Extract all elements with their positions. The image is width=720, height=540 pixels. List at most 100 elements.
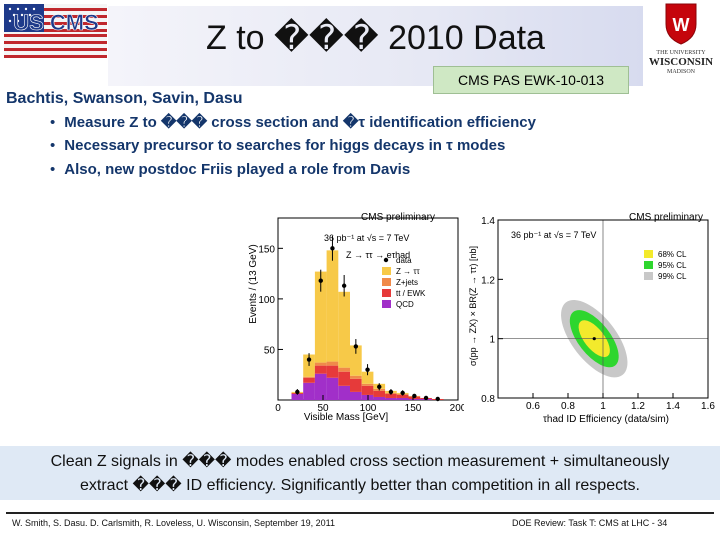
data-point bbox=[330, 246, 335, 251]
data-point bbox=[318, 278, 323, 283]
data-point bbox=[353, 344, 359, 349]
x-tick-label: 1 bbox=[600, 401, 606, 412]
chart2-title: CMS preliminary bbox=[629, 212, 703, 223]
histogram-bar bbox=[361, 385, 374, 395]
bullet-item: Also, new postdoc Friis played a role fr… bbox=[50, 161, 536, 185]
histogram-bar bbox=[385, 393, 397, 398]
legend-label: tt / EWK bbox=[396, 289, 426, 298]
histogram-bar bbox=[350, 378, 362, 392]
y-axis-label: Events / (13 GeV) bbox=[248, 244, 259, 323]
histogram-bar bbox=[326, 361, 339, 366]
histogram-bar bbox=[314, 362, 327, 366]
footer-credit: W. Smith, S. Dasu. D. Carlsmith, R. Love… bbox=[12, 518, 335, 528]
slide-title: Z to ��� 2010 Data bbox=[206, 19, 545, 57]
y-tick-label: 0.8 bbox=[481, 394, 495, 405]
summary-line: extract ��� ID efficiency. Significantly… bbox=[80, 477, 640, 494]
data-point bbox=[388, 389, 394, 395]
x-tick-label: 0.8 bbox=[561, 401, 575, 412]
svg-text:WISCONSIN: WISCONSIN bbox=[649, 56, 713, 68]
legend-label: 99% CL bbox=[658, 272, 687, 281]
histogram-bar bbox=[361, 383, 374, 386]
visible-mass-histogram: CMS preliminary 36 pb⁻¹ at √s = 7 TeV Z … bbox=[236, 204, 464, 428]
legend-swatch bbox=[382, 300, 391, 308]
legend-swatch bbox=[644, 261, 653, 269]
histogram-bar bbox=[314, 271, 327, 363]
histogram-bar bbox=[291, 393, 304, 400]
chart1-legend: data Z → ττ Z+jets tt / EWK QCD bbox=[382, 256, 426, 309]
data-point bbox=[377, 384, 382, 390]
us-cms-logo: US CMS bbox=[4, 4, 107, 58]
histogram-bar bbox=[350, 391, 362, 400]
x-tick-label: 1.4 bbox=[666, 401, 680, 412]
histogram-bar bbox=[361, 371, 374, 384]
histogram-bar bbox=[373, 396, 386, 400]
data-point bbox=[341, 283, 347, 288]
legend-swatch bbox=[382, 267, 391, 275]
data-point bbox=[295, 389, 300, 395]
data-point bbox=[435, 396, 440, 402]
bullet-list: Measure Z to ��� cross section and �τ id… bbox=[50, 113, 536, 185]
histogram-bar bbox=[303, 377, 315, 383]
y-tick-label: 50 bbox=[264, 345, 276, 356]
x-tick-label: 1.6 bbox=[701, 401, 715, 412]
histogram-bar bbox=[326, 377, 339, 400]
summary-box: Clean Z signals in ��� modes enabled cro… bbox=[0, 446, 720, 500]
svg-text:THE UNIVERSITY: THE UNIVERSITY bbox=[656, 50, 706, 56]
legend-marker bbox=[383, 257, 389, 263]
data-point bbox=[365, 367, 370, 372]
y-tick-label: 100 bbox=[258, 295, 275, 306]
histogram-bar bbox=[338, 385, 350, 400]
x-tick-label: 0.6 bbox=[526, 401, 540, 412]
histogram-bar bbox=[385, 397, 397, 400]
histogram-bar bbox=[396, 397, 409, 400]
svg-text:W: W bbox=[673, 15, 690, 35]
footer-page-info: DOE Review: Task T: CMS at LHC - 34 bbox=[512, 518, 668, 528]
chart2-lumi: 36 pb⁻¹ at √s = 7 TeV bbox=[511, 230, 596, 240]
legend-label: Z+jets bbox=[396, 278, 418, 287]
legend-label: 95% CL bbox=[658, 261, 687, 270]
chart1-channel: Z → ττ → eτhad bbox=[346, 250, 410, 260]
histogram-bar bbox=[338, 371, 350, 386]
summary-line: Clean Z signals in ��� modes enabled cro… bbox=[50, 453, 670, 470]
histogram-bar bbox=[303, 382, 315, 400]
histogram-bar bbox=[408, 398, 421, 400]
x-tick-label: 200 bbox=[450, 403, 464, 414]
histogram-bar bbox=[350, 375, 362, 379]
legend-swatch bbox=[644, 272, 653, 280]
y-axis-label: σ(pp → ZX) × BR(Z → ττ) [nb] bbox=[468, 246, 478, 366]
x-tick-label: 100 bbox=[360, 403, 377, 414]
y-tick-label: 1.4 bbox=[481, 216, 495, 227]
authors: Bachtis, Swanson, Savin, Dasu bbox=[6, 90, 243, 107]
data-point bbox=[400, 390, 405, 396]
histogram-bar bbox=[396, 394, 409, 398]
x-tick-label: 0 bbox=[275, 403, 281, 414]
bullet-item: Measure Z to ��� cross section and �τ id… bbox=[50, 113, 536, 137]
x-tick-label: 150 bbox=[405, 403, 422, 414]
uw-logo: W THE UNIVERSITY WISCONSIN MADISON bbox=[644, 2, 718, 76]
data-point bbox=[423, 395, 429, 401]
bullet-item: Necessary precursor to searches for higg… bbox=[50, 137, 536, 161]
chart2-legend: 68% CL 95% CL 99% CL bbox=[644, 250, 687, 281]
histogram-bar bbox=[338, 367, 350, 372]
best-fit-point bbox=[592, 337, 596, 341]
chart1-lumi: 36 pb⁻¹ at √s = 7 TeV bbox=[324, 233, 409, 243]
legend-swatch bbox=[644, 250, 653, 258]
legend-label: QCD bbox=[396, 300, 414, 309]
x-axis-label: τhad ID Efficiency (data/sim) bbox=[543, 414, 669, 425]
pas-number-badge: CMS PAS EWK-10-013 bbox=[433, 66, 629, 94]
data-point bbox=[306, 357, 312, 362]
histogram-bar bbox=[373, 390, 386, 397]
crest-shield-icon bbox=[665, 3, 697, 45]
legend-label: data bbox=[396, 256, 412, 265]
footer-divider bbox=[6, 512, 714, 514]
legend-label: 68% CL bbox=[658, 250, 687, 259]
legend-swatch bbox=[382, 278, 391, 286]
svg-text:MADISON: MADISON bbox=[667, 69, 696, 75]
x-tick-label: 1.2 bbox=[631, 401, 645, 412]
histogram-bar bbox=[303, 376, 315, 378]
x-axis-label: Visible Mass [GeV] bbox=[304, 412, 389, 423]
y-tick-label: 150 bbox=[258, 244, 275, 255]
y-tick-label: 1 bbox=[489, 335, 495, 346]
x-tick-label: 50 bbox=[317, 403, 329, 414]
histogram-bar bbox=[314, 365, 327, 374]
